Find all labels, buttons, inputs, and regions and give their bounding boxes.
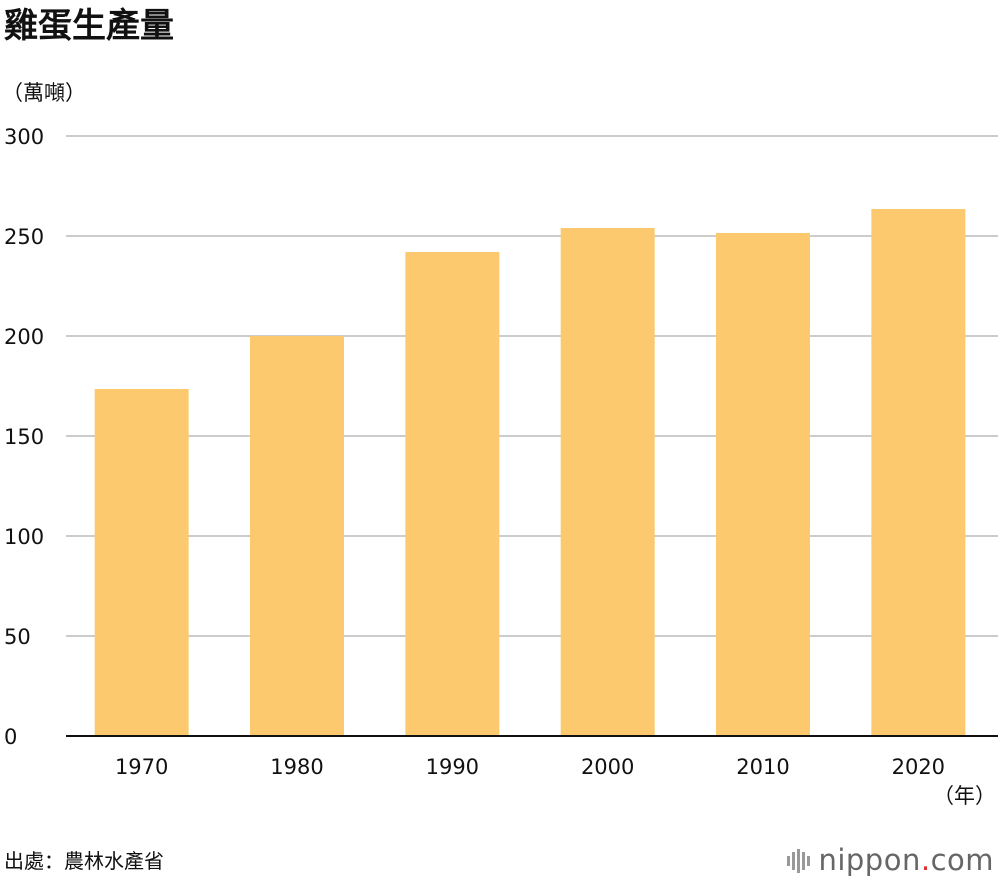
x-tick-label: 1980 (270, 755, 323, 779)
nippon-wordmark: nippon.com (818, 843, 994, 877)
source-note: 出處：農林水產省 (4, 849, 164, 873)
gridlines (66, 135, 998, 637)
bar-2010 (716, 233, 810, 736)
x-tick-label: 2000 (581, 755, 634, 779)
bars (94, 209, 966, 736)
x-axis-unit-label: （年） (933, 784, 996, 808)
x-tick-label: 1970 (115, 755, 168, 779)
y-tick-label: 250 (4, 225, 44, 249)
x-tick-labels: 1970 1980 1990 2000 2010 2020 (115, 755, 945, 779)
nippon-logo: nippon.com (786, 840, 994, 880)
bar-1980 (250, 336, 344, 736)
y-axis-unit-label: （萬噸） (2, 81, 86, 105)
y-tick-label: 150 (4, 425, 44, 449)
bar-2020 (871, 209, 966, 736)
brand-suffix: com (930, 843, 994, 877)
bar-1990 (405, 252, 500, 736)
bar-2000 (560, 228, 655, 736)
x-tick-label: 2020 (892, 755, 945, 779)
y-tick-label: 0 (4, 725, 17, 749)
y-tick-label: 100 (4, 525, 44, 549)
y-tick-labels: 0 50 100 150 200 250 300 (4, 125, 44, 749)
brand-prefix: nippon (818, 843, 921, 877)
x-tick-label: 2010 (736, 755, 789, 779)
x-tick-label: 1990 (426, 755, 479, 779)
chart-title: 雞蛋生產量 (4, 6, 174, 46)
nippon-bars-icon (787, 849, 811, 873)
brand-dot: . (920, 843, 931, 877)
y-tick-label: 300 (4, 125, 44, 149)
bar-1970 (94, 389, 189, 736)
y-tick-label: 200 (4, 325, 44, 349)
y-tick-label: 50 (4, 625, 31, 649)
